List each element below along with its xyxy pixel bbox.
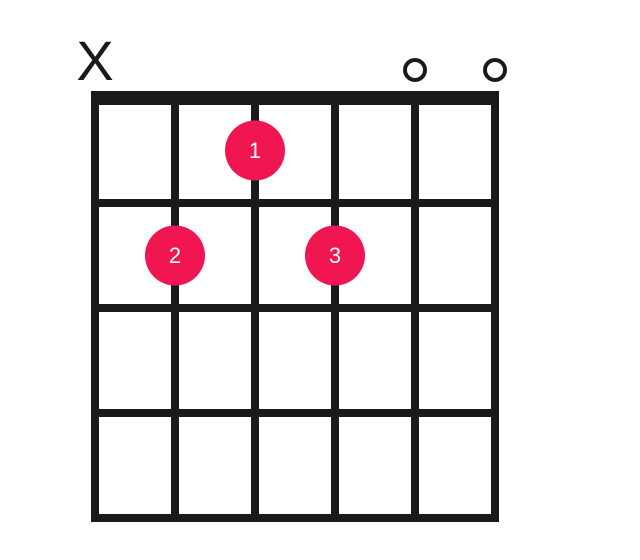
finger-label: 3 bbox=[329, 243, 341, 268]
finger-label: 1 bbox=[249, 138, 261, 163]
mute-marker: X bbox=[76, 29, 113, 92]
open-marker bbox=[485, 60, 505, 80]
finger-label: 2 bbox=[169, 243, 181, 268]
open-marker bbox=[405, 60, 425, 80]
chord-svg: X 1 2 3 bbox=[0, 0, 640, 560]
chord-diagram: X 1 2 3 bbox=[0, 0, 640, 560]
